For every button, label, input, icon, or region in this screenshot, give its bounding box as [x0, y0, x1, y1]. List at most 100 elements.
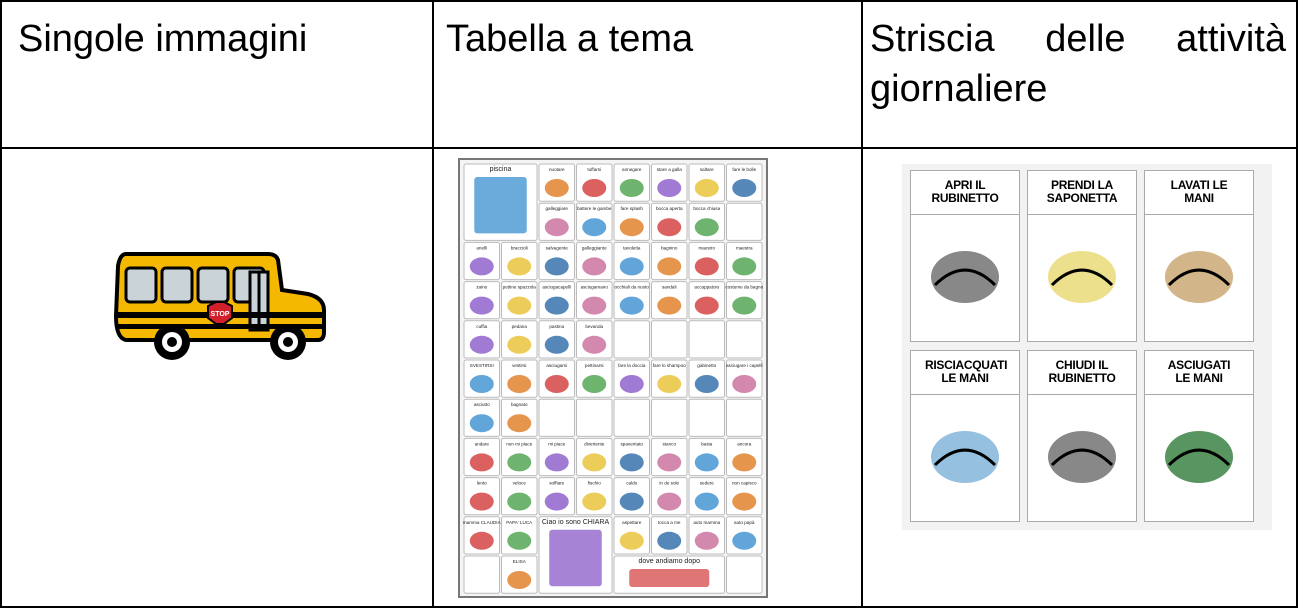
border: [0, 0, 1298, 2]
board-cell: [613, 398, 650, 437]
board-cell: [651, 398, 688, 437]
board-picture: [694, 179, 719, 197]
board-picture: [657, 453, 682, 472]
daily-strip: APRI IL RUBINETTO PRENDI LA SAPONETTA LAVA…: [902, 164, 1272, 530]
board-picture: [732, 179, 757, 197]
board-picture: [544, 375, 569, 393]
board-label: gabinetto: [697, 363, 716, 368]
board-picture: [619, 492, 644, 511]
card-label: ASCIUGATI LE MANI: [1145, 351, 1253, 395]
activity-card: ASCIUGATI LE MANI: [1144, 350, 1254, 522]
board-picture: [732, 375, 757, 393]
board-label: zaino: [476, 285, 487, 290]
board-picture: [629, 569, 710, 587]
activity-card: RISCIACQUATI LE MANI: [910, 350, 1020, 522]
board-picture: [507, 257, 532, 276]
board-picture: [582, 296, 607, 315]
board-label: piscina: [490, 166, 512, 173]
card-picture: [1048, 251, 1116, 303]
board-label: pedana: [512, 324, 528, 329]
board-label: tocca a me: [658, 520, 681, 525]
board-picture: [474, 177, 527, 234]
board-label: ELISA: [513, 559, 527, 564]
board-picture: [507, 571, 532, 589]
board-label: fare le bolle: [732, 167, 756, 172]
board-picture: [732, 257, 757, 276]
board-label: braccioli: [511, 245, 528, 250]
board-picture: [544, 453, 569, 472]
board-picture: [657, 179, 682, 197]
board-label: mamma CLAUDIA: [463, 520, 502, 525]
board-label: galleggiare: [546, 206, 569, 211]
card-label: PRENDI LA SAPONETTA: [1028, 171, 1136, 215]
board-label: in de sole: [659, 481, 679, 486]
board-label: basta: [701, 441, 713, 446]
board-label: nuotare: [549, 167, 565, 172]
board-picture: [507, 453, 532, 472]
board-picture: [732, 296, 757, 315]
board-label: maestra: [736, 245, 753, 250]
board-cell: [726, 398, 763, 437]
board-picture: [732, 492, 757, 511]
board-label: sedere: [700, 481, 714, 486]
board-label: occhiali da nuoto: [615, 285, 650, 290]
board-picture: [507, 335, 532, 354]
board-label: stare a galla: [657, 167, 682, 172]
board-picture: [619, 218, 644, 237]
board-picture: [469, 492, 494, 511]
board-cell: [651, 320, 688, 359]
board-cell: [613, 320, 650, 359]
board-cell: [726, 555, 763, 594]
board-picture: [469, 531, 494, 550]
board-picture: [732, 453, 757, 472]
board-label: non mi piace: [506, 441, 532, 446]
board-label: veloce: [513, 481, 527, 486]
board-label: cuffia: [476, 324, 487, 329]
board-label: caldo: [626, 481, 637, 486]
board-label: asciugacapelli: [542, 285, 571, 290]
board-picture: [694, 257, 719, 276]
board-label: lento: [477, 481, 487, 486]
board-picture: [657, 218, 682, 237]
board-label: asciutto: [474, 402, 490, 407]
board-picture: [582, 257, 607, 276]
board-picture: [582, 218, 607, 237]
board-label: pettine spazzola: [503, 285, 537, 290]
board-picture: [469, 257, 494, 276]
board-label: PAPA' LUCA: [506, 520, 533, 525]
board-cell: [688, 320, 725, 359]
board-picture: [507, 414, 532, 433]
board-picture: [507, 531, 532, 550]
board-label: bocca aperta: [656, 206, 683, 211]
card-label: LAVATI LE MANI: [1145, 171, 1253, 215]
board-picture: [657, 296, 682, 315]
board-picture: [619, 296, 644, 315]
board-picture: [694, 492, 719, 511]
board-label: maestro: [698, 245, 715, 250]
board-picture: [469, 296, 494, 315]
board-picture: [544, 257, 569, 276]
board-picture: [694, 375, 719, 393]
board-picture: [619, 453, 644, 472]
header-cell: Tabella a tema: [446, 18, 694, 60]
board-cell: [726, 320, 763, 359]
board-label: asciugarsi: [546, 363, 567, 368]
board-label: pastina: [549, 324, 564, 329]
board-label: annegare: [622, 167, 642, 172]
border: [0, 606, 1298, 608]
board-picture: [469, 335, 494, 354]
board-label: asciugamano: [581, 285, 609, 290]
board-label: bagnato: [511, 402, 528, 407]
header-cell: Singole immagini: [18, 18, 308, 60]
card-picture: [1165, 251, 1233, 303]
border: [0, 147, 1298, 149]
board-label: galleggiante: [582, 245, 607, 250]
board-label: non capisco: [732, 481, 757, 486]
board-label: accappatoio: [694, 285, 719, 290]
board-label: fare splash: [621, 206, 644, 211]
board-picture: [732, 531, 757, 550]
board-picture: [582, 335, 607, 354]
board-picture: [549, 529, 602, 587]
board-label: dove andiamo dopo: [639, 558, 701, 565]
